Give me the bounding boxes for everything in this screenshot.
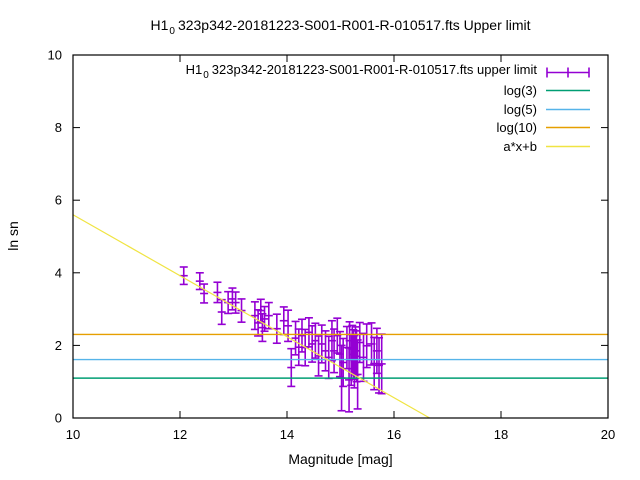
line-sample-icon bbox=[546, 145, 590, 147]
legend-label-subscript: 0 bbox=[203, 69, 209, 81]
y-tick-label: 0 bbox=[55, 411, 62, 426]
fit-line bbox=[72, 214, 430, 419]
y-tick-label: 8 bbox=[55, 120, 62, 135]
legend-label-fit: a*x+b bbox=[503, 138, 537, 154]
errorbar-sample-icon bbox=[546, 67, 590, 78]
legend-label-log3: log(3) bbox=[503, 83, 537, 99]
chart-title-main: H1 bbox=[150, 17, 169, 33]
legend-label-main: H1 bbox=[185, 61, 203, 77]
x-tick-label: 20 bbox=[601, 427, 615, 442]
legend-item-log5: log(5) bbox=[186, 100, 591, 119]
legend-item-upper-limit: H10 323p342-20181223-S001-R001-R-010517.f… bbox=[186, 63, 591, 82]
chart-title-rest: 323p342-20181223-S001-R001-R-010517.fts … bbox=[177, 17, 531, 33]
y-tick-label: 4 bbox=[55, 265, 62, 280]
legend-item-log10: log(10) bbox=[186, 119, 591, 138]
y-tick-label: 2 bbox=[55, 338, 62, 353]
x-tick-label: 10 bbox=[66, 427, 80, 442]
legend-label-upper-limit: H10 323p342-20181223-S001-R001-R-010517.f… bbox=[186, 63, 537, 82]
chart-title-subscript: 0 bbox=[169, 26, 175, 37]
line-sample-icon bbox=[546, 90, 590, 92]
legend-label-log10: log(10) bbox=[496, 120, 537, 136]
x-tick-label: 14 bbox=[280, 427, 294, 442]
y-tick-label: 10 bbox=[48, 48, 62, 63]
y-tick-label: 6 bbox=[55, 193, 62, 208]
y-axis-label: ln sn bbox=[5, 221, 21, 251]
line-sample-icon bbox=[546, 108, 590, 110]
legend-item-log3: log(3) bbox=[186, 82, 591, 101]
legend: H10 323p342-20181223-S001-R001-R-010517.f… bbox=[186, 63, 591, 156]
legend-label-log5: log(5) bbox=[503, 101, 537, 117]
x-tick-label: 12 bbox=[173, 427, 187, 442]
x-tick-label: 18 bbox=[494, 427, 508, 442]
legend-label-rest: 323p342-20181223-S001-R001-R-010517.fts … bbox=[211, 61, 537, 77]
x-tick-label: 16 bbox=[387, 427, 401, 442]
x-axis-label: Magnitude [mag] bbox=[288, 451, 393, 467]
plot-border bbox=[72, 54, 609, 419]
line-sample-icon bbox=[546, 127, 590, 129]
chart-title: H10 323p342-20181223-S001-R001-R-010517.f… bbox=[73, 17, 608, 37]
legend-item-fit: a*x+b bbox=[186, 137, 591, 156]
